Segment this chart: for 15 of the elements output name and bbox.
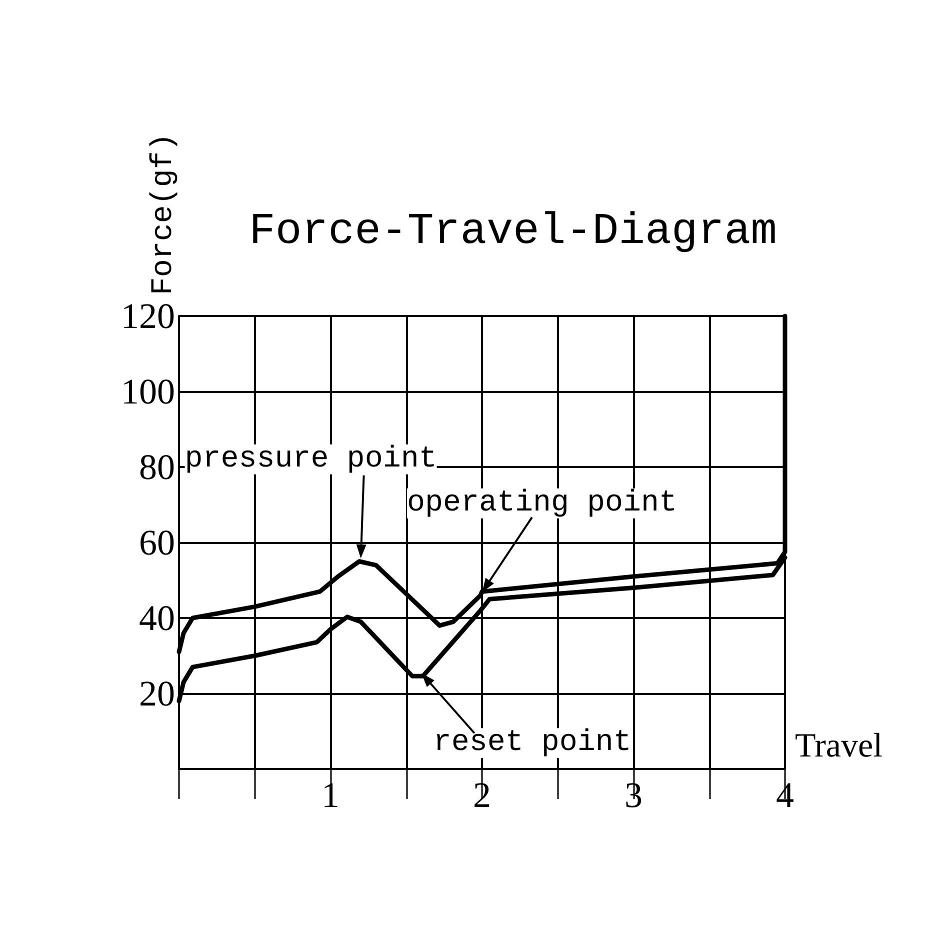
annotation: reset point [433,726,632,760]
x-axis-title: Travel [795,728,883,764]
y-axis-title: Force(gf) [147,133,181,296]
chart-title: Force-Travel-Diagram [248,207,778,257]
x-tick-label: 2 [473,775,491,815]
y-tick-label: 80 [139,447,175,487]
annotation: operating point [406,486,678,520]
x-tick-label: 3 [624,775,642,815]
annotation: pressure point [184,442,437,476]
y-tick-label: 100 [121,372,175,412]
y-tick-label: 40 [139,598,175,638]
y-tick-label: 60 [139,522,175,562]
y-tick-label: 120 [121,296,175,336]
x-tick-label: 4 [776,775,794,815]
y-tick-label: 20 [139,674,175,714]
